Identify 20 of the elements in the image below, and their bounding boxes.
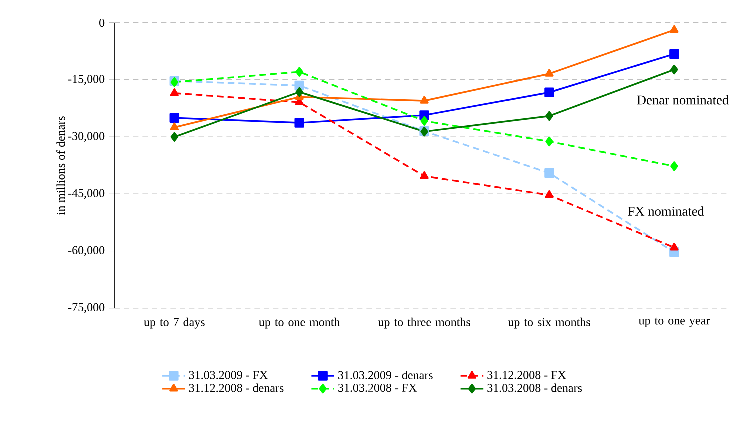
x-tick-label: up to one month xyxy=(259,318,340,329)
legend-label: 31.12.2008 - denars xyxy=(189,384,284,392)
legend-label: 31.12.2008 - FX xyxy=(488,371,566,380)
legend-label: 31.03.2008 - FX xyxy=(338,384,418,392)
x-tick-label: up to six months xyxy=(508,318,590,329)
x-tick-label: up to three months xyxy=(378,318,470,329)
legend-label: 31.03.2009 - denars xyxy=(338,370,433,380)
y-tick-label: -45,000 xyxy=(68,189,105,200)
y-tick-label: 0 xyxy=(100,18,105,28)
y-tick-label: -30,000 xyxy=(68,132,105,142)
legend-label: 31.03.2009 - FX xyxy=(189,371,268,380)
y-axis-title: in millions of denars xyxy=(56,116,66,215)
legend-label: 31.03.2008 - denars xyxy=(488,384,582,392)
x-tick-label: up to 7 days xyxy=(144,318,205,329)
y-tick-label: -75,000 xyxy=(68,303,105,314)
y-tick-label: -15,000 xyxy=(68,75,105,85)
annotation: FX nominated xyxy=(628,206,704,216)
y-tick-label: -60,000 xyxy=(68,246,105,256)
annotation: Denar nominated xyxy=(637,95,729,105)
x-tick-label: up to one year xyxy=(638,318,710,328)
